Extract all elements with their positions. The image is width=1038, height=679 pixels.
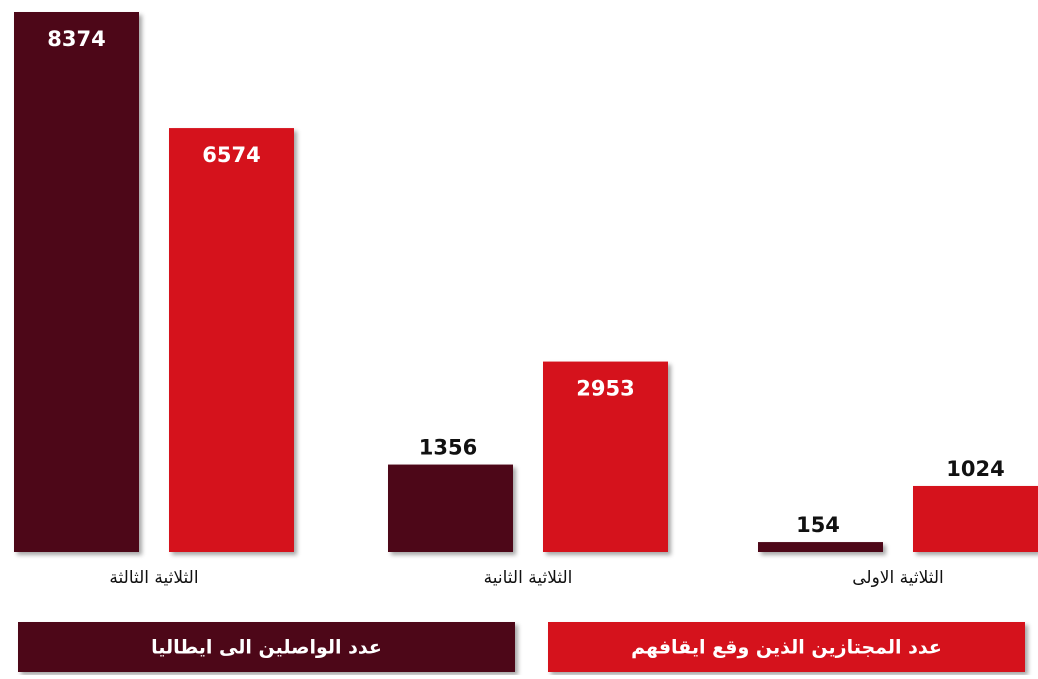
bar <box>14 12 139 552</box>
bar <box>758 542 883 552</box>
legend-label: عدد الواصلين الى ايطاليا <box>151 637 382 659</box>
value-label: 154 <box>796 513 840 537</box>
x-tick-label: الثلاثية الثالثة <box>109 568 198 588</box>
bar <box>169 128 294 553</box>
x-tick-label: الثلاثية الاولى <box>852 568 944 588</box>
value-label: 6574 <box>202 143 260 167</box>
legend-swatch <box>548 622 1025 672</box>
value-label: 8374 <box>47 27 105 51</box>
x-tick-label: الثلاثية الثانية <box>484 568 573 588</box>
bar <box>543 361 668 552</box>
value-label: 1356 <box>419 436 477 460</box>
legend-label: عدد المجتازين الذين وقع ايقافهم <box>631 637 942 659</box>
value-label: 1024 <box>946 457 1004 481</box>
bar <box>388 464 513 552</box>
legend-swatch <box>18 622 515 672</box>
value-label: 2953 <box>576 377 634 401</box>
bar <box>913 485 1038 552</box>
